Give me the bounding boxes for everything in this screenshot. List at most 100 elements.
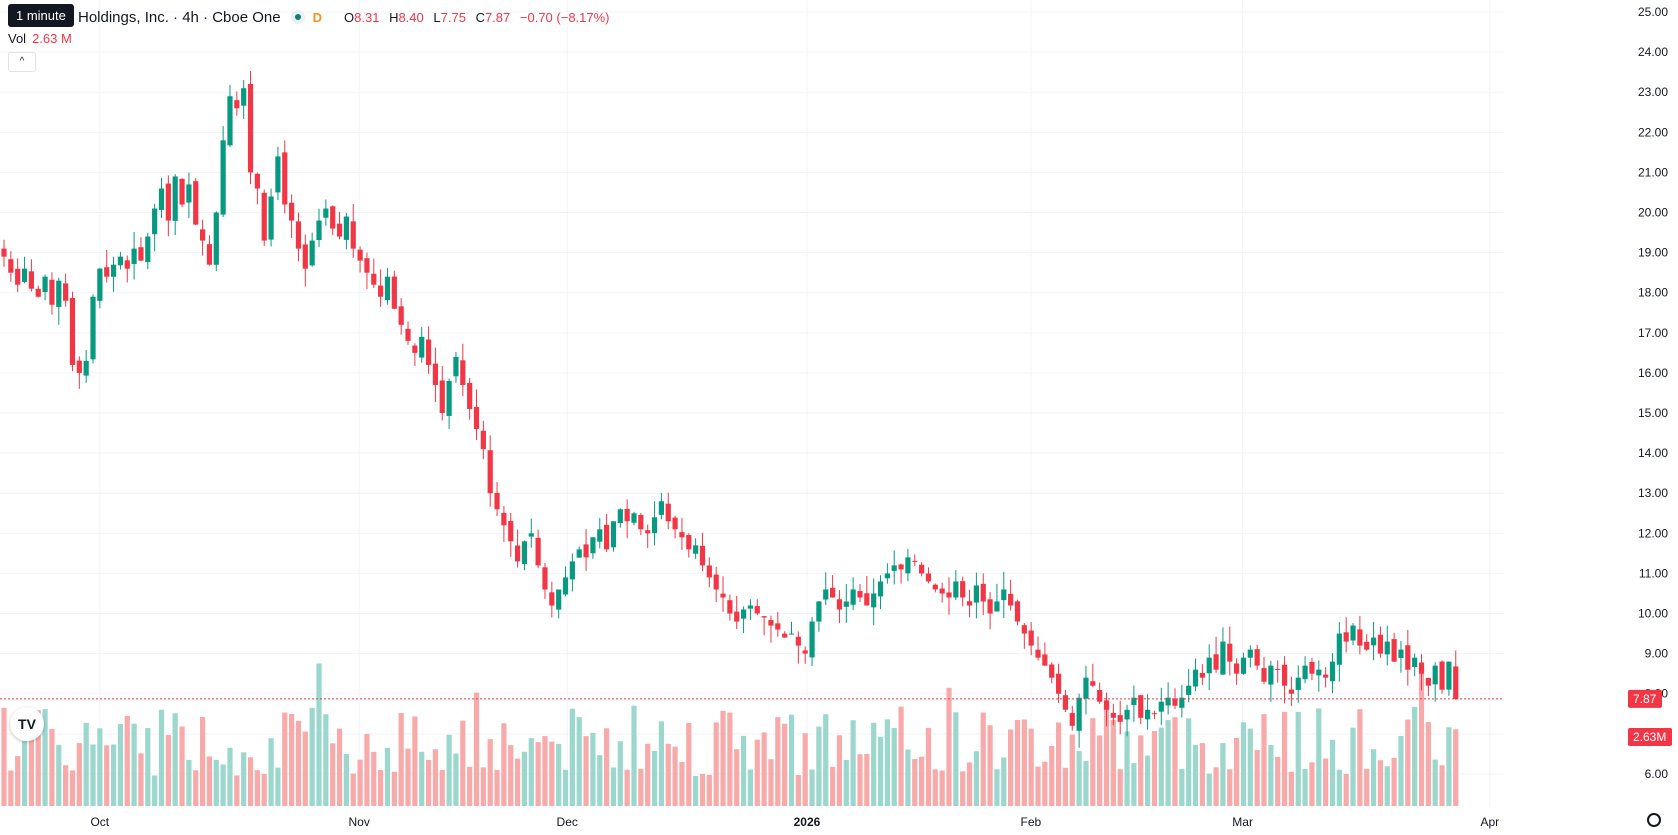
volume-bar: [1439, 765, 1445, 806]
volume-bar: [227, 747, 233, 806]
volume-bar: [289, 713, 295, 806]
volume-bar: [446, 734, 452, 806]
price-axis[interactable]: 6.007.008.009.0010.0011.0012.0013.0014.0…: [1638, 5, 1668, 781]
candle-body: [8, 259, 14, 273]
volume-bar: [1124, 731, 1130, 806]
price-tick-label: 13.00: [1638, 486, 1668, 500]
candle-body: [15, 268, 21, 285]
volume-bar: [556, 743, 562, 806]
candle-body: [165, 183, 171, 221]
volume-bar: [1090, 718, 1096, 806]
volume-bar: [138, 753, 144, 806]
time-axis[interactable]: Oct Nov Dec 2026 Feb Mar Apr: [90, 815, 1499, 829]
candle-body: [508, 521, 514, 542]
volume-bar: [672, 746, 678, 806]
candle-body: [432, 363, 439, 385]
volume-bar: [617, 741, 623, 806]
volume-bar: [768, 759, 774, 806]
volume-bar: [206, 756, 213, 806]
candle-body: [665, 503, 671, 522]
candle-body: [638, 514, 644, 530]
candle-body: [460, 360, 466, 385]
candle-body: [816, 601, 822, 622]
candle-body: [1357, 629, 1363, 646]
volume-bar: [693, 775, 699, 806]
candle-body: [795, 636, 801, 646]
volume-bar: [960, 771, 966, 806]
volume-bar: [583, 736, 589, 806]
volume-bar: [1014, 720, 1021, 806]
volume-bar: [165, 734, 171, 806]
volume-bar: [1076, 751, 1082, 806]
volume-bar: [1144, 755, 1151, 806]
volume-value: 2.63 M: [32, 31, 72, 46]
volume-bar: [1097, 735, 1103, 806]
collapse-legend-button[interactable]: ^: [8, 52, 36, 72]
volume-bar: [494, 769, 500, 806]
data-badge[interactable]: D: [312, 9, 322, 25]
candle-body: [90, 296, 96, 360]
volume-bar: [186, 759, 192, 806]
volume-bar: [460, 720, 466, 806]
chart-grid: [0, 0, 1504, 806]
gear-icon[interactable]: [1647, 813, 1661, 827]
volume-bar: [562, 769, 569, 806]
candle-body: [152, 208, 158, 235]
volume-bar: [919, 756, 925, 806]
volume-bar: [1055, 722, 1062, 806]
volume-bar: [1069, 734, 1075, 806]
high-value: 8.40: [398, 9, 424, 25]
candle-body: [28, 271, 34, 289]
symbol-title[interactable]: Holdings, Inc. · 4h · Cboe One: [78, 8, 281, 26]
volume-bar: [740, 735, 747, 806]
candle-body: [1329, 661, 1336, 682]
volume-bar: [1240, 722, 1247, 806]
candle-body: [521, 541, 528, 564]
volume-bar: [966, 762, 973, 806]
volume-bar: [350, 773, 356, 806]
volume-bar: [439, 769, 445, 806]
volume-bar: [131, 723, 137, 806]
volume-bar: [199, 716, 206, 806]
time-tick-label: Nov: [348, 815, 369, 829]
volume-bar: [624, 769, 630, 806]
candle-body: [1261, 668, 1267, 682]
volume-bar: [158, 709, 165, 806]
candle-body: [1131, 697, 1137, 706]
volume-bar: [1042, 761, 1048, 806]
candle-body: [1254, 649, 1260, 666]
candle-body: [110, 264, 117, 277]
candle-body: [138, 247, 144, 261]
volume-bar: [1336, 769, 1342, 806]
candle-body: [1405, 645, 1411, 670]
price-tick-label: 10.00: [1638, 607, 1668, 621]
candle-body: [42, 276, 48, 293]
volume-bar: [898, 706, 904, 806]
volume-legend[interactable]: Vol 2.63 M: [8, 31, 72, 46]
volume-bar: [425, 759, 432, 806]
volume-bar: [152, 775, 158, 806]
volume-bar: [1001, 757, 1007, 806]
symbol-legend[interactable]: Holdings, Inc. · 4h · Cboe One D O8.31 H…: [8, 7, 610, 27]
volume-bar: [487, 739, 493, 806]
market-status-icon[interactable]: [290, 10, 305, 24]
volume-bar: [357, 759, 363, 806]
volume-bar: [309, 707, 315, 806]
volume-bar: [1309, 762, 1315, 806]
chevron-up-icon: ^: [19, 56, 25, 67]
candle-body: [295, 221, 302, 249]
volume-bar: [973, 751, 979, 806]
time-tick-label: Mar: [1232, 815, 1253, 829]
volume-bar: [1446, 727, 1452, 806]
candle-body: [713, 574, 719, 590]
candle-body: [727, 600, 733, 614]
candle-body: [1439, 661, 1445, 690]
candle-body: [275, 156, 281, 193]
candle-body: [1240, 657, 1247, 674]
candle-body: [247, 83, 254, 173]
tradingview-logo-icon[interactable]: TV: [10, 707, 44, 741]
volume-bar: [213, 759, 219, 806]
price-tick-label: 11.00: [1639, 566, 1668, 580]
candle-body: [1412, 657, 1418, 667]
